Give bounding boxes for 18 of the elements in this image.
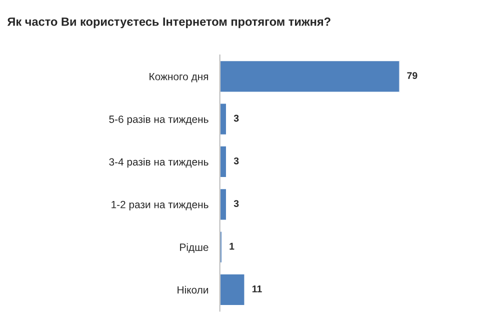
data-label: 79 xyxy=(407,72,418,80)
data-label: 11 xyxy=(252,286,262,292)
bar xyxy=(220,188,228,222)
y-tick-label: Ніколи xyxy=(178,286,208,294)
bar xyxy=(220,273,246,306)
data-label: 3 xyxy=(234,200,239,208)
data-label: 1 xyxy=(230,242,234,250)
y-tick-label: Рідше xyxy=(180,243,208,253)
y-tick-label: 1-2 рази на тиждень xyxy=(112,200,208,210)
data-label: 3 xyxy=(234,114,239,122)
bar xyxy=(220,145,228,178)
y-tick-label: 5-6 разів на тиждень xyxy=(109,115,208,126)
chart-title: Як часто Ви користуєтесь Інтернетом протягом тижня? xyxy=(7,17,330,28)
y-tick-label: Кожного дня xyxy=(150,73,208,82)
y-tick-label: 3-4 разів на тиждень xyxy=(109,158,208,168)
data-label: 3 xyxy=(234,157,239,164)
bar xyxy=(220,102,228,136)
bar xyxy=(220,60,400,94)
